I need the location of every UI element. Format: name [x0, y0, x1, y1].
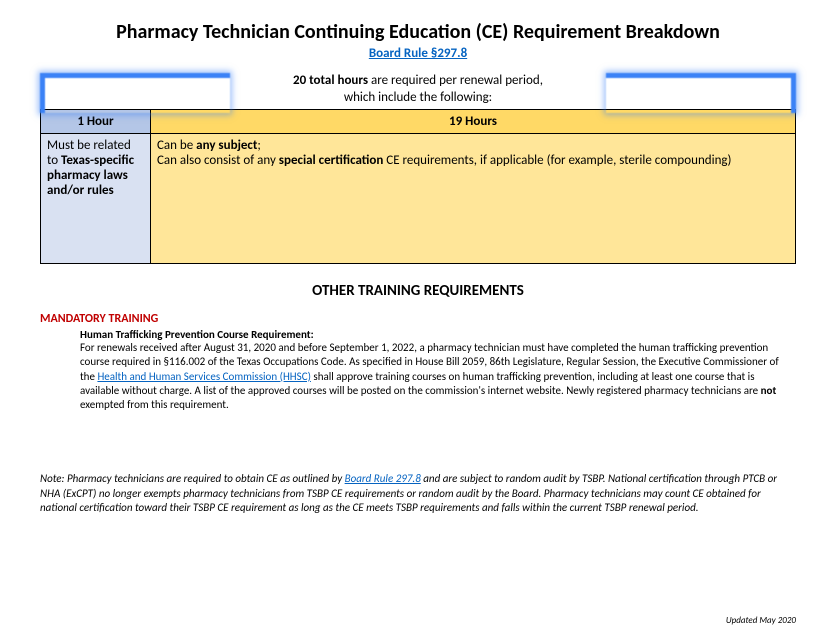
updated-date: Updated May 2020: [726, 615, 796, 626]
mandatory-training-label: MANDATORY TRAINING: [40, 312, 796, 326]
board-rule-link[interactable]: Board Rule §297.8: [40, 46, 796, 61]
trafficking-heading: Human Trafficking Prevention Course Requ…: [80, 328, 796, 341]
col2-mid: Can also consist of any: [157, 153, 279, 168]
trafficking-body: For renewals received after August 31, 2…: [80, 341, 786, 412]
other-requirements-heading: OTHER TRAINING REQUIREMENTS: [40, 282, 796, 300]
col2-bold2: special certification: [279, 153, 384, 168]
requirements-table: 1 Hour 19 Hours Must be related to Texas…: [40, 109, 796, 264]
col2-header: 19 Hours: [151, 110, 796, 134]
bracket-right-decoration: [606, 73, 796, 113]
intro-section: 20 total hours are required per renewal …: [40, 73, 796, 105]
note-board-rule-link[interactable]: Board Rule 297.8: [345, 472, 421, 485]
page-title: Pharmacy Technician Continuing Education…: [40, 20, 796, 44]
col2-post: CE requirements, if applicable (for exam…: [383, 153, 731, 168]
table-header-row: 1 Hour 19 Hours: [41, 110, 796, 134]
note-pre: Note: Pharmacy technicians are required …: [40, 472, 345, 485]
col2-pre: Can be: [157, 138, 196, 153]
table-body-row: Must be related to Texas-specific pharma…: [41, 134, 796, 264]
col2-body: Can be any subject; Can also consist of …: [151, 134, 796, 264]
col2-bold1: any subject: [196, 138, 257, 153]
trafficking-not: not: [761, 384, 777, 397]
trafficking-end: exempted from this requirement.: [80, 398, 229, 411]
bracket-left-decoration: [40, 73, 230, 113]
col2-semi: ;: [257, 138, 260, 153]
hhsc-link[interactable]: Health and Human Services Commission (HH…: [97, 370, 310, 383]
col1-header: 1 Hour: [41, 110, 151, 134]
intro-hours-bold: 20 total hours: [293, 73, 368, 88]
col1-bold: Texas-specific pharmacy laws and/or rule…: [47, 153, 134, 198]
col1-body: Must be related to Texas-specific pharma…: [41, 134, 151, 264]
footer-note: Note: Pharmacy technicians are required …: [40, 472, 796, 515]
intro-rest: are required per renewal period,: [368, 73, 543, 88]
